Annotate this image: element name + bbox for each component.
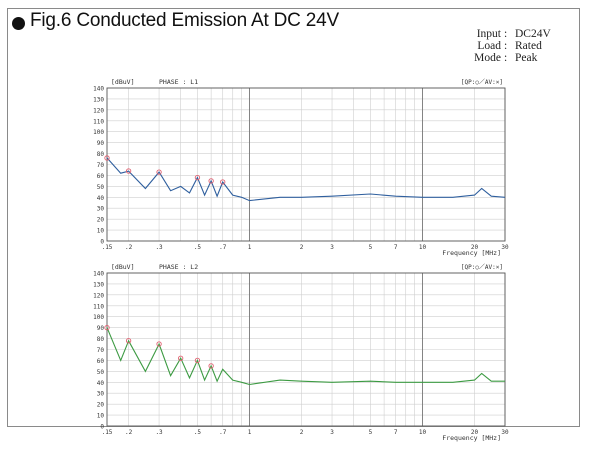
y-tick-label: 100 — [93, 314, 104, 321]
condition-label: Input — [476, 28, 501, 40]
peak-marker — [156, 169, 162, 175]
condition-label: Load — [477, 40, 501, 52]
condition-value: Rated — [515, 40, 542, 52]
conditions-colons: ::: — [504, 28, 508, 64]
peak-marker — [156, 341, 162, 347]
plot-frame — [106, 87, 506, 242]
emission-trace — [106, 327, 505, 386]
x-tick-label: 30 — [501, 244, 509, 251]
plot-frame — [106, 272, 506, 427]
x-tick-label: 7 — [394, 429, 398, 436]
y-tick-label: 40 — [97, 380, 105, 387]
y-tick-label: 110 — [93, 303, 104, 310]
peak-marker — [208, 178, 214, 184]
y-tick-label: 110 — [93, 118, 104, 125]
x-tick-label: 1 — [248, 244, 252, 251]
peak-marker — [104, 324, 110, 331]
y-tick-label: 40 — [97, 195, 105, 202]
x-tick-label: 30 — [501, 429, 509, 436]
y-tick-label: 120 — [93, 292, 104, 299]
x-tick-label: 10 — [419, 244, 427, 251]
y-tick-label: 90 — [97, 325, 105, 332]
phase-label: PHASE : L2 — [159, 263, 198, 271]
condition-label: Mode — [474, 52, 501, 64]
y-tick-label: 100 — [93, 129, 104, 136]
x-axis-label: Frequency [MHz] — [442, 249, 501, 257]
figure-frame — [7, 8, 580, 427]
y-tick-label: 60 — [97, 173, 105, 180]
y-tick-label: 20 — [97, 217, 105, 224]
y-axis-label: [dBuV] — [111, 263, 134, 271]
condition-value: Peak — [515, 52, 538, 64]
emission-trace — [106, 157, 506, 202]
x-tick-label: 10 — [419, 429, 427, 436]
y-tick-label: 80 — [97, 336, 105, 343]
y-tick-label: 50 — [97, 369, 105, 376]
y-tick-label: 130 — [93, 281, 104, 288]
x-tick-label: 3 — [330, 429, 334, 436]
y-tick-label: 70 — [97, 162, 105, 169]
y-tick-label: 10 — [97, 228, 105, 235]
x-tick-label: 7 — [394, 244, 398, 251]
legend: [QP:○／AV:×] — [461, 264, 503, 271]
x-tick-label: 2 — [300, 429, 304, 436]
x-tick-label: 1 — [248, 429, 252, 436]
x-tick-label: .15 — [102, 429, 113, 436]
x-tick-label: .3 — [155, 429, 163, 436]
peak-marker — [125, 168, 132, 174]
x-tick-label: .15 — [102, 244, 113, 251]
conditions-labels: Input Load Mode — [468, 28, 501, 64]
y-tick-label: 80 — [97, 151, 105, 158]
y-tick-label: 120 — [93, 107, 104, 114]
peak-marker — [178, 355, 184, 361]
y-tick-label: 30 — [97, 206, 105, 213]
x-tick-label: .5 — [194, 429, 202, 436]
peak-marker — [194, 357, 201, 364]
condition-value: DC24V — [515, 28, 551, 40]
x-tick-label: .7 — [219, 429, 227, 436]
x-tick-label: 5 — [369, 429, 373, 436]
y-tick-label: 30 — [97, 391, 105, 398]
y-axis-label: [dBuV] — [111, 78, 134, 86]
y-tick-label: 20 — [97, 402, 105, 409]
y-tick-label: 50 — [97, 184, 105, 191]
x-tick-label: 20 — [471, 244, 479, 251]
peak-marker — [220, 179, 226, 185]
y-tick-label: 140 — [93, 271, 104, 278]
x-tick-label: 3 — [330, 244, 334, 251]
x-tick-label: .2 — [125, 244, 133, 251]
x-tick-label: .7 — [219, 244, 227, 251]
peak-marker — [104, 155, 110, 161]
peak-marker — [125, 338, 132, 344]
y-tick-label: 130 — [93, 96, 104, 103]
x-tick-label: 20 — [471, 429, 479, 436]
peak-marker — [194, 174, 201, 181]
y-tick-label: 140 — [93, 86, 104, 93]
phase-label: PHASE : L1 — [159, 78, 198, 86]
y-tick-label: 90 — [97, 140, 105, 147]
x-tick-label: .3 — [155, 244, 163, 251]
peak-marker — [208, 363, 214, 369]
legend: [QP:○／AV:×] — [461, 79, 503, 86]
bullet-icon — [12, 17, 25, 30]
y-tick-label: 70 — [97, 347, 105, 354]
conditions-values: DC24V Rated Peak — [515, 28, 551, 64]
y-tick-label: 60 — [97, 358, 105, 365]
x-tick-label: .2 — [125, 429, 133, 436]
x-axis-label: Frequency [MHz] — [442, 434, 501, 442]
x-tick-label: 5 — [369, 244, 373, 251]
y-tick-label: 10 — [97, 413, 105, 420]
x-tick-label: .5 — [194, 244, 202, 251]
y-tick-label: 0 — [100, 239, 104, 246]
y-tick-label: 0 — [100, 424, 104, 431]
figure-title: Fig.6 Conducted Emission At DC 24V — [30, 10, 339, 31]
x-tick-label: 2 — [300, 244, 304, 251]
